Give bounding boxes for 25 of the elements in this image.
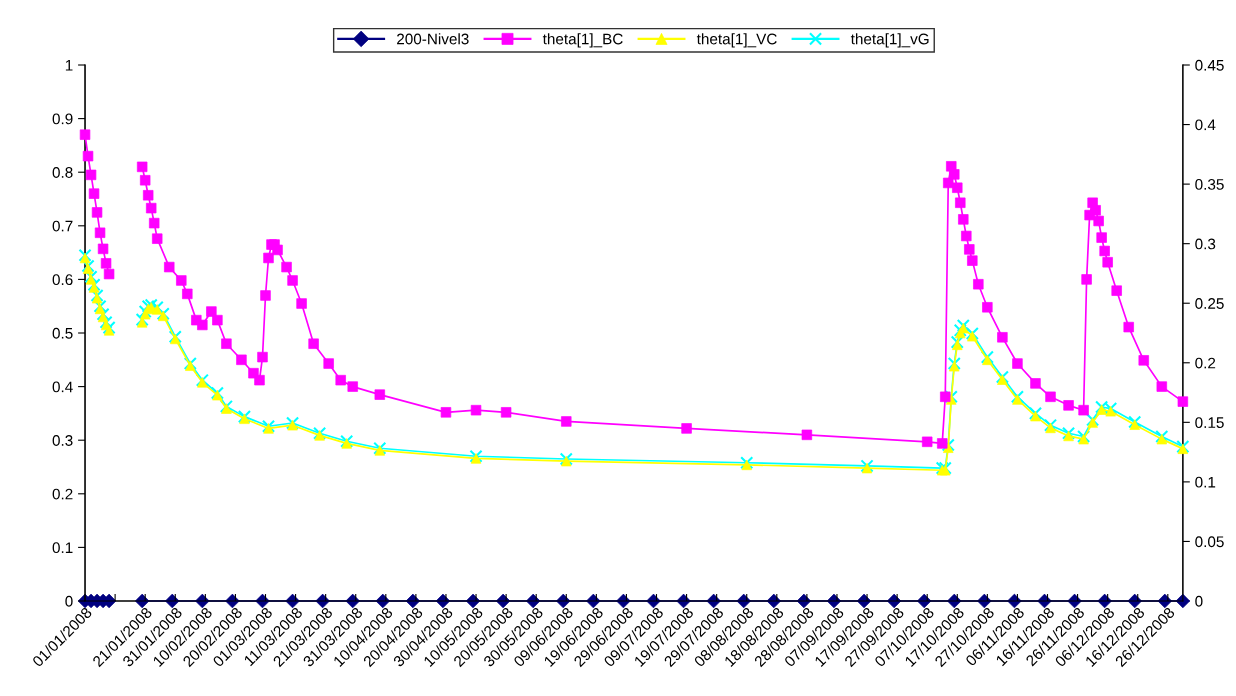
legend-label: 200-Nivel3 [397, 33, 469, 45]
legend-label: theta[1]_BC [542, 33, 623, 48]
y-tick-label: 0.8 [52, 167, 73, 178]
y2-tick-label: 0.4 [1195, 119, 1216, 131]
y-tick-label: 0.2 [52, 488, 73, 500]
y2-tick-label: 0.2 [1195, 357, 1216, 369]
y2-tick-label: 0.3 [1195, 238, 1216, 250]
y-tick-label: 0.5 [52, 327, 73, 339]
y-tick-label: 0.3 [52, 435, 73, 446]
y-tick-label: 1 [65, 60, 73, 71]
y-tick-label: 0.6 [52, 274, 73, 286]
y-tick-label: 0.1 [52, 542, 73, 554]
legend-label: theta[1]_vG [850, 33, 929, 48]
y-tick-label: 0 [65, 595, 73, 607]
y2-tick-label: 0.35 [1195, 178, 1224, 190]
y2-tick-label: 0.25 [1195, 298, 1224, 309]
y2-tick-label: 0 [1195, 595, 1203, 607]
y2-tick-label: 0.1 [1195, 476, 1216, 488]
y2-tick-label: 0.05 [1195, 536, 1224, 548]
y2-tick-label: 0.45 [1195, 59, 1224, 71]
y2-tick-label: 0.15 [1195, 417, 1224, 429]
y-tick-label: 0.9 [52, 113, 73, 125]
legend-label: theta[1]_VC [696, 33, 777, 48]
y-tick-label: 0.4 [52, 381, 73, 393]
y-tick-label: 0.7 [52, 220, 73, 232]
